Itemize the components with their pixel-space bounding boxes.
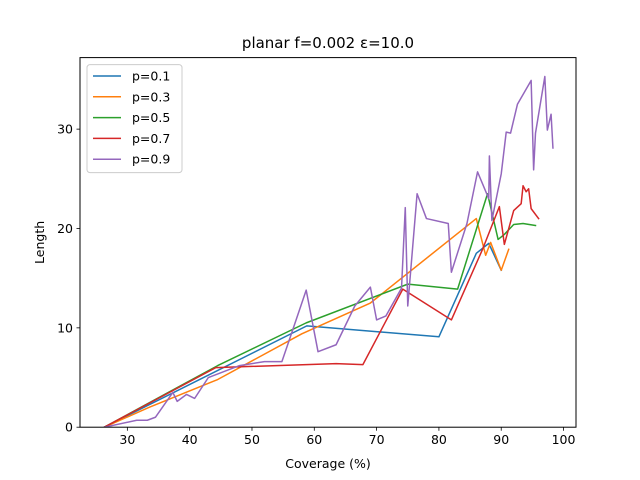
legend-label-p-0-1: p=0.1	[132, 69, 170, 84]
x-axis-ticks: 30 40 50 60 70 80 90 100	[119, 427, 576, 447]
legend-label-p-0-3: p=0.3	[132, 89, 170, 104]
x-tick-label: 60	[306, 432, 322, 447]
series-line-p-0-9	[103, 75, 554, 428]
x-tick-label: 40	[182, 432, 198, 447]
y-axis-label: Length	[32, 221, 47, 264]
chart-title: planar f=0.002 ε=10.0	[242, 34, 414, 52]
legend-items: p=0.1 p=0.3 p=0.5 p=0.7 p=0.9	[93, 69, 170, 167]
x-tick-label: 50	[244, 432, 260, 447]
x-tick-label: 100	[552, 432, 576, 447]
x-tick-label: 30	[119, 432, 135, 447]
legend-label-p-0-9: p=0.9	[132, 152, 170, 167]
series-layer	[103, 75, 554, 428]
legend: p=0.1 p=0.3 p=0.5 p=0.7 p=0.9	[86, 64, 183, 174]
legend-box	[86, 64, 183, 174]
series-line-p-0-1	[103, 242, 503, 428]
axes-frame	[79, 57, 577, 428]
x-tick-label: 80	[431, 432, 447, 447]
series-line-p-0-5	[103, 192, 537, 428]
y-tick-label: 20	[57, 221, 73, 236]
x-tick-label: 70	[369, 432, 385, 447]
y-tick-label: 30	[57, 122, 73, 137]
y-axis-ticks: 0 10 20 30	[57, 122, 80, 435]
x-axis-label: Coverage (%)	[285, 456, 371, 471]
x-tick-label: 90	[493, 432, 509, 447]
series-line-p-0-7	[103, 185, 540, 428]
series-line-p-0-3	[103, 217, 510, 428]
y-tick-label: 0	[65, 420, 73, 435]
y-tick-label: 10	[57, 320, 73, 335]
legend-label-p-0-5: p=0.5	[132, 110, 170, 125]
legend-label-p-0-7: p=0.7	[132, 131, 170, 146]
